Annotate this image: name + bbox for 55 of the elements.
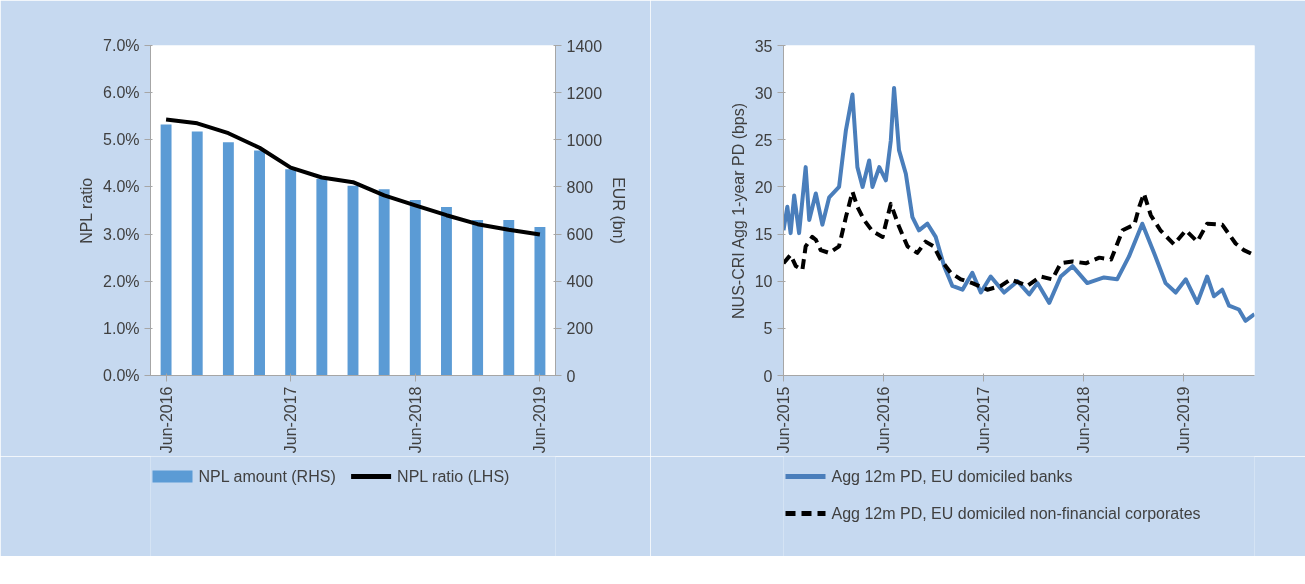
y2-tick-label: 1000 [566, 131, 603, 149]
legend-label: NPL amount (RHS) [198, 468, 336, 485]
y-tick-label: 0.0% [103, 367, 140, 384]
bar [503, 219, 515, 376]
bar [254, 150, 265, 376]
y2-tick-label: 800 [566, 178, 594, 196]
y-tick-label: 5.0% [103, 131, 140, 149]
y-tick-label: 10 [754, 273, 773, 291]
y-tick-label: 15 [754, 226, 773, 244]
y2-axis-title: EUR (bn) [610, 177, 628, 244]
y2-tick-label: 200 [566, 320, 594, 338]
y-tick-label: 1.0% [103, 319, 140, 337]
y2-tick-label: 1400 [566, 37, 603, 55]
bar [441, 206, 452, 376]
y2-tick-label: 0 [566, 367, 576, 385]
legend-label: Agg 12m PD, EU domiciled banks [831, 468, 1073, 485]
y-tick-label: 2.0% [103, 272, 140, 290]
bar [409, 199, 421, 376]
y-tick-label: 3.0% [103, 225, 140, 243]
y-tick-label: 0 [763, 367, 773, 385]
x-tick-label: Jun-2017 [282, 386, 300, 454]
bar [378, 189, 390, 376]
y-tick-label: 6.0% [103, 84, 140, 102]
y-tick-label: 25 [754, 131, 773, 149]
bar [347, 185, 359, 376]
y-axis-title: NUS-CRI Agg 1-year PD (bps) [729, 102, 747, 319]
y2-tick-label: 400 [566, 273, 594, 291]
bar [222, 142, 234, 376]
line-series [783, 85, 1255, 323]
y-tick-label: 30 [754, 84, 773, 102]
x-tick-label: Jun-2018 [1074, 386, 1092, 454]
bar [316, 178, 328, 376]
x-tick-label: Jun-2016 [875, 386, 893, 454]
x-tick-label: Jun-2017 [975, 386, 993, 454]
y-tick-label: 7.0% [103, 37, 140, 54]
y-axis-title: NPL ratio [78, 177, 96, 244]
bar [285, 169, 297, 376]
bar [472, 219, 484, 376]
x-tick-label: Jun-2018 [406, 386, 424, 454]
y2-tick-label: 1200 [566, 84, 603, 102]
line-series [164, 117, 542, 237]
y-tick-label: 35 [754, 37, 773, 55]
bar [160, 124, 172, 376]
x-tick-label: Jun-2016 [157, 386, 175, 454]
y-tick-label: 4.0% [103, 178, 140, 196]
x-tick-label: Jun-2019 [1174, 386, 1192, 454]
legend-label: NPL ratio (LHS) [397, 468, 510, 485]
y2-tick-label: 600 [566, 226, 594, 244]
legend-label: Agg 12m PD, EU domiciled non-financial corporates [831, 505, 1201, 522]
y-tick-label: 5 [763, 320, 773, 338]
bar [534, 227, 546, 376]
x-tick-label: Jun-2019 [531, 386, 549, 454]
y-tick-label: 20 [754, 178, 773, 196]
bar [191, 131, 203, 376]
x-tick-label: Jun-2015 [775, 386, 792, 454]
